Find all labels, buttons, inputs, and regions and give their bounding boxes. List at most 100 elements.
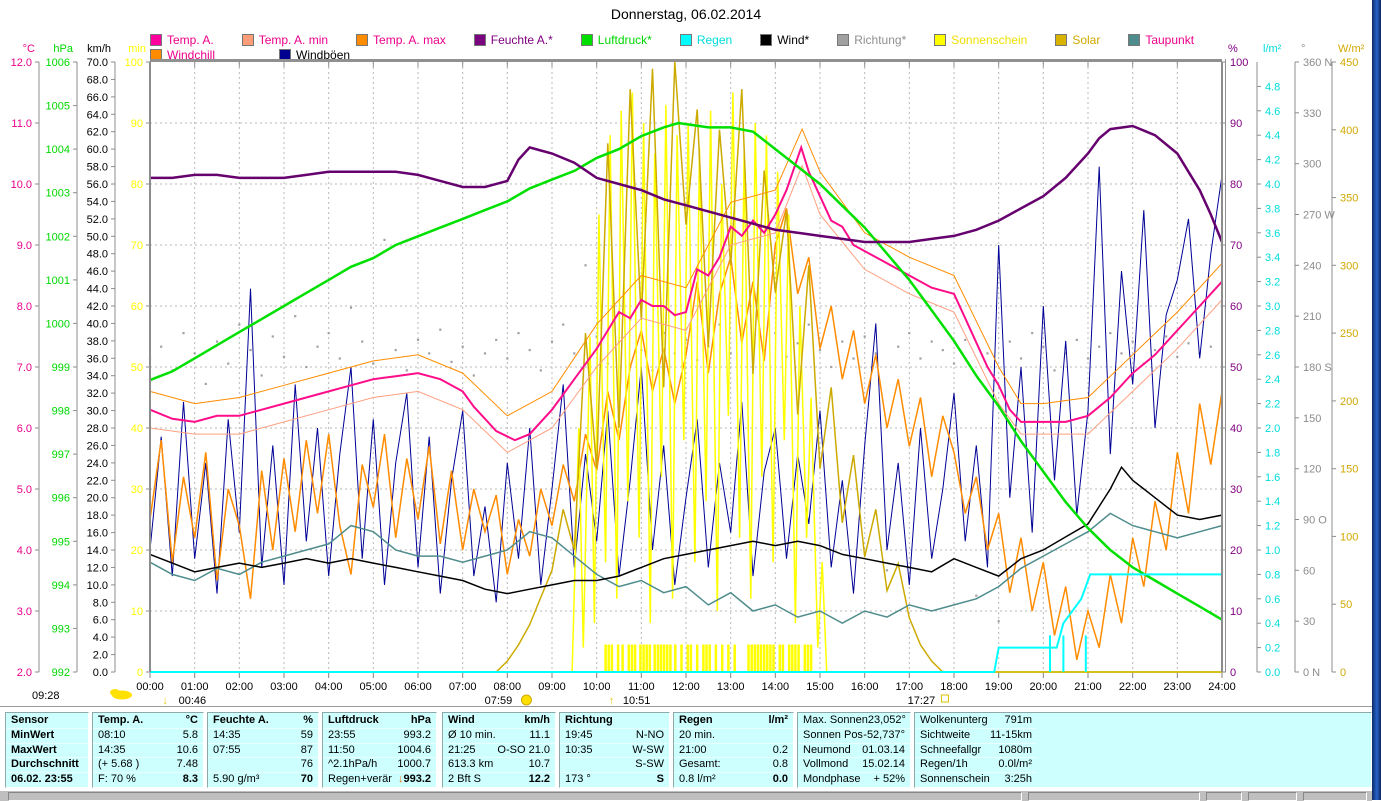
series-feuchte (150, 124, 1224, 244)
table-row: 613.3 km 10.7 (443, 758, 555, 774)
svg-text:1005: 1005 (46, 101, 70, 113)
legend-item-luftdruck: Luftdruck* (580, 33, 652, 47)
table-row: Max. Sonnen 23,052° (798, 714, 910, 729)
axis-°: 360 N 330 300 270 W 240 210 180 S 150 120 90 O 60 3… (1294, 43, 1335, 679)
legend-label: Wind* (777, 32, 810, 47)
svg-text:3.4: 3.4 (1265, 252, 1280, 264)
table-cell: (+ 5.68 ) (98, 758, 140, 771)
table-cell: Feuchte A. (213, 714, 269, 726)
legend: Temp. A. Temp. A. min Temp. A. max Feuchte … (150, 33, 1194, 63)
svg-text:6.0: 6.0 (93, 615, 108, 627)
table-row: 11:50 1004.6 (323, 744, 436, 759)
legend-row-1: Temp. A. Temp. A. min Temp. A. max Feuchte … (150, 32, 1194, 47)
svg-text:19:00: 19:00 (985, 681, 1013, 693)
svg-text:30.0: 30.0 (87, 406, 108, 418)
table-row: Richtung (560, 714, 669, 729)
svg-text:%: % (1228, 43, 1238, 55)
table-row: 21:00 0.2 (674, 744, 793, 759)
svg-text:10.0: 10.0 (11, 179, 32, 191)
svg-text:0.0: 0.0 (1265, 667, 1280, 679)
table-row: MaxWert (6, 744, 88, 759)
svg-text:50: 50 (131, 362, 143, 374)
svg-text:38.0: 38.0 (87, 336, 108, 348)
table-cell: 0.2 (772, 743, 788, 756)
table-row: (+ 5.68 ) 7.48 (93, 758, 203, 774)
legend-label: Richtung* (854, 32, 907, 47)
table-row: 14:35 10.6 (93, 744, 203, 759)
table-col-regen: Regen l/m² 20 min. 21:00 0.2 Gesamt: 0.8 0.8 l/… (673, 712, 794, 788)
svg-text:3.8: 3.8 (1265, 203, 1280, 215)
legend-label: Temp. A. max (373, 32, 446, 47)
table-cell: 59 (300, 728, 313, 741)
table-row: 19:45 N-NO (560, 729, 669, 744)
svg-text:100: 100 (1230, 57, 1248, 69)
table-cell: 1004.6 (397, 743, 431, 756)
weather-chart: 12.0 11.0 10.0 9.0 8.0 7.0 6.0 5.0 4.0 3.0 2.0 °C 10… (11, 43, 1365, 707)
pressure-falling-icon: ↓ (397, 773, 404, 786)
table-cell: Neumond (803, 743, 851, 756)
table-cell: 87 (300, 743, 313, 756)
svg-text:992: 992 (52, 667, 70, 679)
table-cell: 1000.7 (397, 758, 431, 771)
table-row: Sichtweite 11-15km (915, 729, 1037, 744)
table-cell: 01.03.14 (862, 743, 905, 756)
sunrise-icon (520, 694, 532, 706)
legend-label: Windböen (296, 47, 351, 62)
svg-text:18.0: 18.0 (87, 510, 108, 522)
legend-item-temp-a-min: Temp. A. min (241, 33, 328, 47)
table-row: 20 min. (674, 729, 793, 744)
series-sonnenschein-balken (604, 644, 813, 672)
table-cell: Sensor (11, 714, 49, 726)
table-cell: 76 (300, 758, 313, 771)
series-temp-min (149, 164, 1223, 454)
table-row: Sonnenschein 3:25h (915, 773, 1037, 787)
svg-text:16:00: 16:00 (851, 681, 879, 693)
cloud-icon (110, 689, 120, 696)
svg-text:17:27: 17:27 (908, 695, 936, 707)
svg-text:20: 20 (1230, 545, 1242, 557)
table-row: Mondphase + 52% (798, 773, 910, 787)
svg-text:80: 80 (131, 179, 143, 191)
legend-label: Regen (696, 32, 733, 47)
svg-text:km/h: km/h (87, 43, 111, 55)
legend-item-richtung: Richtung* (837, 33, 906, 47)
table-cell: 11-15km (990, 728, 1032, 741)
table-col-feuchte-a-: Feuchte A.% 14:35 59 07:55 87 76 5.90 g/m³ 70 (207, 712, 319, 788)
svg-text:1004: 1004 (46, 144, 70, 156)
table-cell: 8.3 (182, 773, 198, 786)
table-row: Ø 10 min. 11.1 (443, 729, 555, 744)
svg-text:0.0: 0.0 (93, 667, 108, 679)
series-wind (149, 465, 1223, 595)
table-row: Vollmond 15.02.14 (798, 758, 910, 774)
svg-text:54.0: 54.0 (87, 196, 108, 208)
svg-text:4.0: 4.0 (1265, 179, 1280, 191)
legend-item-solar: Solar (1055, 33, 1100, 47)
corner-time: 09:28 (32, 690, 60, 702)
svg-text:90 O: 90 O (1303, 515, 1327, 527)
svg-text:80: 80 (1230, 179, 1242, 191)
svg-text:2.4: 2.4 (1265, 374, 1280, 386)
svg-text:46.0: 46.0 (87, 266, 108, 278)
svg-text:360 N: 360 N (1303, 57, 1332, 69)
table-cell: Sonnenschein (920, 773, 990, 786)
table-cell: 15.02.14 (862, 758, 905, 771)
table-cell: 0.0l/m² (998, 758, 1032, 771)
legend-label: Windchill (167, 47, 216, 62)
svg-text:50: 50 (1340, 599, 1352, 611)
svg-text:64.0: 64.0 (87, 109, 108, 121)
svg-text:10:51: 10:51 (623, 695, 651, 707)
svg-text:2.0: 2.0 (93, 650, 108, 662)
svg-text:1000: 1000 (46, 318, 70, 330)
svg-text:2.0: 2.0 (17, 667, 32, 679)
table-row: 2 Bft S 12.2 (443, 773, 555, 787)
svg-text:70: 70 (1230, 240, 1242, 252)
svg-text:200: 200 (1340, 396, 1358, 408)
svg-text:28.0: 28.0 (87, 423, 108, 435)
svg-text:20:00: 20:00 (1030, 681, 1058, 693)
moonset-icon: ↓ (162, 695, 168, 707)
svg-text:20: 20 (131, 545, 143, 557)
series-regen (150, 573, 1222, 673)
table-cell: MaxWert (11, 743, 57, 756)
table-cell: 0.0 (772, 773, 788, 786)
series-luftdruck (149, 121, 1223, 621)
